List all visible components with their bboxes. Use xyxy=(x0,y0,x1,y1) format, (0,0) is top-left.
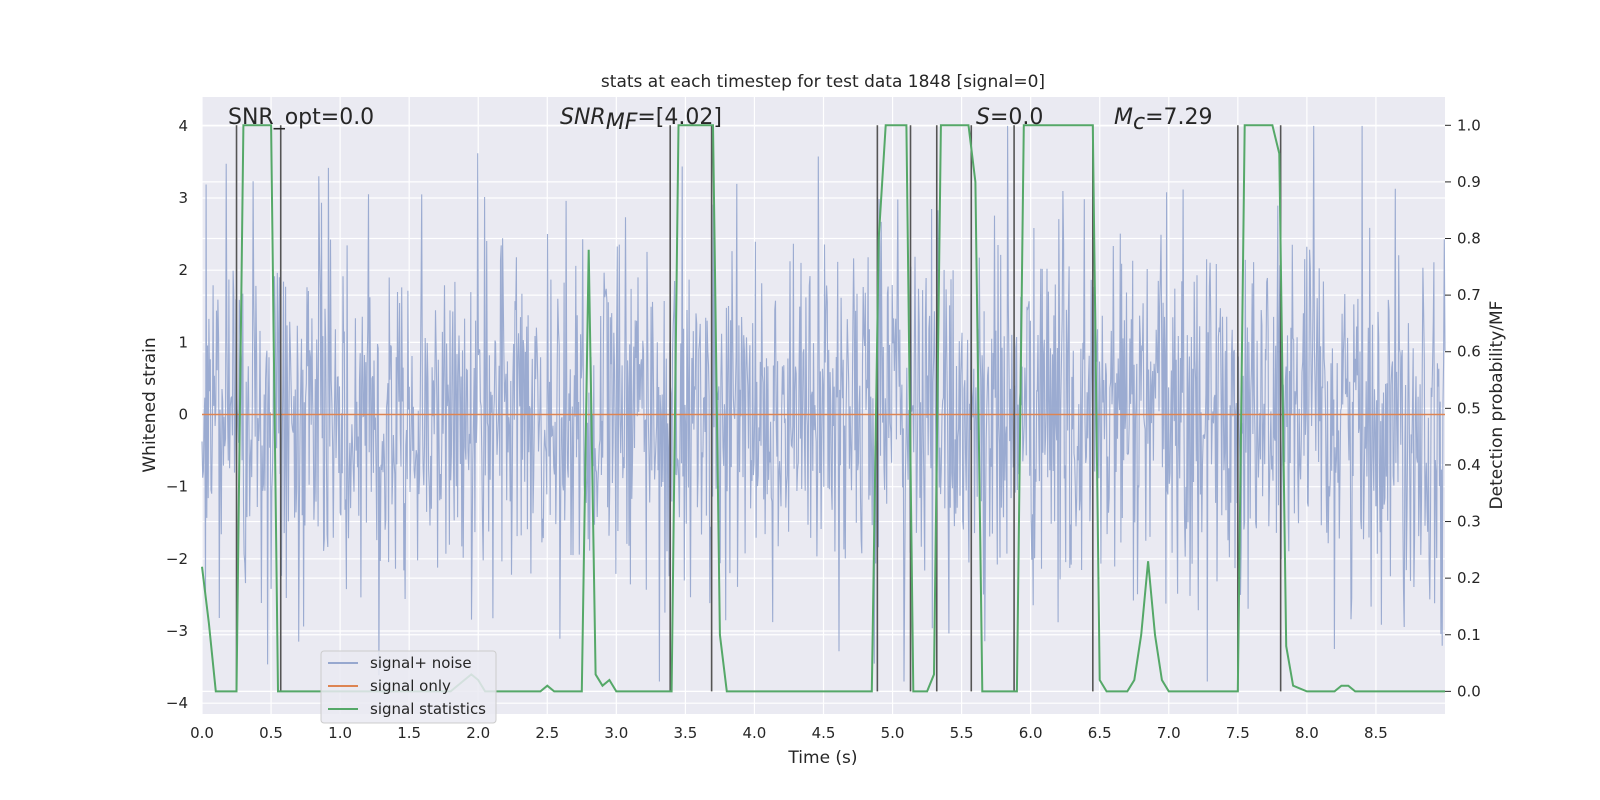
y2-tick-label: 0.7 xyxy=(1457,286,1481,304)
y-tick-label: −2 xyxy=(166,550,188,568)
x-tick-label: 5.5 xyxy=(950,724,974,742)
y2-tick-label: 1.0 xyxy=(1457,116,1481,134)
y2-ticks: 0.0 0.1 0.2 0.3 0.4 0.5 0.6 0.7 0.8 0.9 1.0 xyxy=(1445,116,1481,700)
annotation-snr-mf-value: =[4.02] xyxy=(637,105,722,130)
y2-tick-label: 0.5 xyxy=(1457,399,1481,417)
annotation-mc-symbol: M xyxy=(1114,105,1133,130)
legend-label-signal-noise: signal+ noise xyxy=(370,654,472,672)
y-tick-label: 2 xyxy=(178,261,188,279)
x-tick-label: 3.5 xyxy=(673,724,697,742)
y2-tick-label: 0.1 xyxy=(1457,626,1481,644)
annotation-s-symbol: S xyxy=(976,105,990,130)
y-ticks: −4 −3 −2 −1 0 1 2 3 4 xyxy=(166,117,188,712)
x-tick-label: 4.5 xyxy=(812,724,836,742)
x-axis-label: Time (s) xyxy=(787,748,857,768)
y2-tick-label: 0.8 xyxy=(1457,230,1481,248)
x-tick-label: 0.5 xyxy=(259,724,283,742)
x-tick-label: 6.5 xyxy=(1088,724,1112,742)
y-tick-label: −4 xyxy=(166,694,188,712)
x-tick-label: 5.0 xyxy=(881,724,905,742)
y-axis-label: Whitened strain xyxy=(140,337,160,472)
annotation-s: S=0.0 xyxy=(976,105,1043,130)
annotation-snr-opt: SNR_opt=0.0 xyxy=(228,105,374,130)
legend-box xyxy=(320,650,497,724)
y-tick-label: 4 xyxy=(178,117,188,135)
y2-tick-label: 0.9 xyxy=(1457,173,1481,191)
y2-tick-label: 0.6 xyxy=(1457,343,1481,361)
x-tick-label: 2.5 xyxy=(535,724,559,742)
annotation-mc-subscript: c xyxy=(1133,110,1145,135)
annotation-mc: Mc=7.29 xyxy=(1114,105,1213,135)
x-tick-label: 8.0 xyxy=(1295,724,1319,742)
annotation-mc-value: =7.29 xyxy=(1145,105,1212,130)
annotation-snr-mf-symbol: SNR xyxy=(560,105,606,130)
x-tick-label: 7.5 xyxy=(1226,724,1250,742)
y-tick-label: 0 xyxy=(178,406,188,424)
y2-tick-label: 0.0 xyxy=(1457,682,1481,700)
x-tick-label: 1.5 xyxy=(397,724,421,742)
legend-label-signal-statistics: signal statistics xyxy=(370,700,486,718)
x-tick-label: 6.0 xyxy=(1019,724,1043,742)
x-tick-label: 4.0 xyxy=(743,724,767,742)
y-tick-label: 3 xyxy=(178,189,188,207)
y-tick-label: −1 xyxy=(166,478,188,496)
x-tick-label: 7.0 xyxy=(1157,724,1181,742)
x-tick-label: 0.0 xyxy=(190,724,214,742)
annotation-s-value: =0.0 xyxy=(990,105,1043,130)
x-tick-label: 3.0 xyxy=(604,724,628,742)
y2-tick-label: 0.3 xyxy=(1457,513,1481,531)
legend-label-signal-only: signal only xyxy=(370,677,451,695)
chart-title: stats at each timestep for test data 184… xyxy=(601,72,1045,92)
x-tick-label: 8.5 xyxy=(1364,724,1388,742)
y2-axis-label: Detection probability/MF xyxy=(1487,301,1507,510)
annotation-snr-mf: SNRMF=[4.02] xyxy=(560,105,722,135)
y2-tick-label: 0.2 xyxy=(1457,569,1481,587)
y2-tick-label: 0.4 xyxy=(1457,456,1481,474)
annotation-snr-mf-subscript: MF xyxy=(606,110,638,135)
y-tick-label: −3 xyxy=(166,622,188,640)
legend: signal+ noise signal only signal statist… xyxy=(320,650,497,724)
y-tick-label: 1 xyxy=(178,333,188,351)
x-tick-label: 1.0 xyxy=(328,724,352,742)
x-ticks: 0.0 0.5 1.0 1.5 2.0 2.5 3.0 3.5 4.0 4.5 5.0 5.5 6.0 6… xyxy=(190,724,1388,742)
x-tick-label: 2.0 xyxy=(466,724,490,742)
